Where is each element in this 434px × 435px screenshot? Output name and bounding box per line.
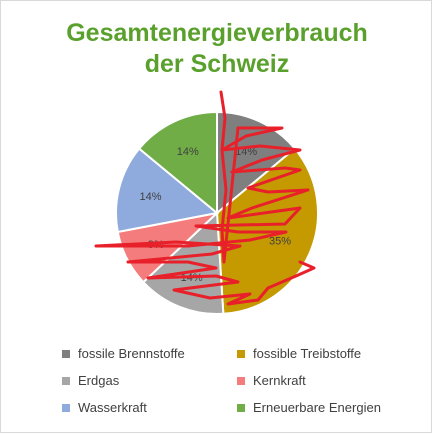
legend-item: Erneuerbare Energien xyxy=(237,400,381,415)
legend-item: Wasserkraft xyxy=(62,400,147,415)
red-scribble-overlay xyxy=(94,90,316,306)
legend-swatch xyxy=(237,403,245,412)
legend-swatch xyxy=(62,403,70,412)
chart-title-line2: der Schweiz xyxy=(144,50,290,78)
legend-item: fossible Treibstoffe xyxy=(237,346,361,361)
legend-label: Wasserkraft xyxy=(78,400,147,415)
pie-data-label-2: 35% xyxy=(269,235,291,247)
legend-item: Erdgas xyxy=(62,373,119,388)
pie-data-label-5: 14% xyxy=(139,191,161,203)
legend-label: fossible Treibstoffe xyxy=(253,346,362,361)
chart-title: Gesamtenergieverbrauch der Schweiz xyxy=(0,18,434,80)
pie-slice-6 xyxy=(137,110,218,216)
legend-swatch xyxy=(237,376,245,385)
scribble-stroke xyxy=(94,90,316,306)
legend-swatch xyxy=(62,376,70,385)
legend-label: fossile Brennstoffe xyxy=(78,346,185,361)
legend-label: Kernkraft xyxy=(253,373,306,388)
pie-data-label-6: 14% xyxy=(177,146,199,158)
legend-swatch xyxy=(237,349,245,358)
legend-item: fossile Brennstoffe xyxy=(62,346,185,361)
legend-swatch xyxy=(62,349,70,358)
legend-label: Erneuerbare Energien xyxy=(253,400,381,415)
legend-item: Kernkraft xyxy=(237,373,306,388)
legend-label: Erdgas xyxy=(78,373,120,388)
chart-title-line1: Gesamtenergieverbrauch xyxy=(66,19,368,47)
pie-slice-5 xyxy=(115,147,220,234)
